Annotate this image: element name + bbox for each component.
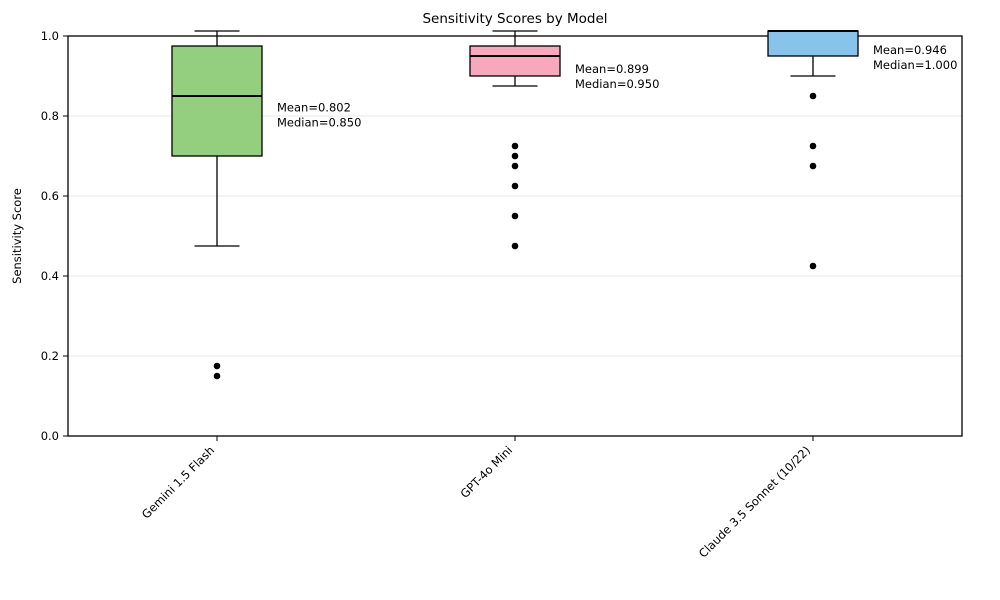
box-1 [171,45,263,157]
y-tick-label: 0.0 [41,429,59,443]
box-2 [469,45,561,77]
stats-annotation-line: Median=0.850 [277,116,361,130]
y-tick-label: 1.0 [41,29,59,43]
outlier-point [511,162,519,170]
y-tick-label: 0.6 [41,189,59,203]
outlier-point [511,182,519,190]
outlier-point [809,162,817,170]
outlier-point [511,152,519,160]
outlier-point [809,92,817,100]
outlier-point [809,142,817,150]
outlier-point [511,242,519,250]
y-axis-label: Sensitivity Score [10,188,24,284]
box-3 [767,30,859,57]
outlier-point [213,362,221,370]
y-tick-label: 0.2 [41,349,59,363]
y-tick-label: 0.8 [41,109,59,123]
chart-title: Sensitivity Scores by Model [422,11,607,27]
outlier-point [809,262,817,270]
stats-annotation-line: Median=1.000 [873,58,957,72]
stats-annotation-line: Mean=0.946 [873,43,947,57]
y-tick-label: 0.4 [41,269,59,283]
stats-annotation-line: Median=0.950 [575,77,659,91]
outlier-point [511,142,519,150]
outlier-point [511,212,519,220]
stats-annotation-line: Mean=0.899 [575,62,649,76]
outlier-point [213,372,221,380]
stats-annotation-line: Mean=0.802 [277,101,351,115]
